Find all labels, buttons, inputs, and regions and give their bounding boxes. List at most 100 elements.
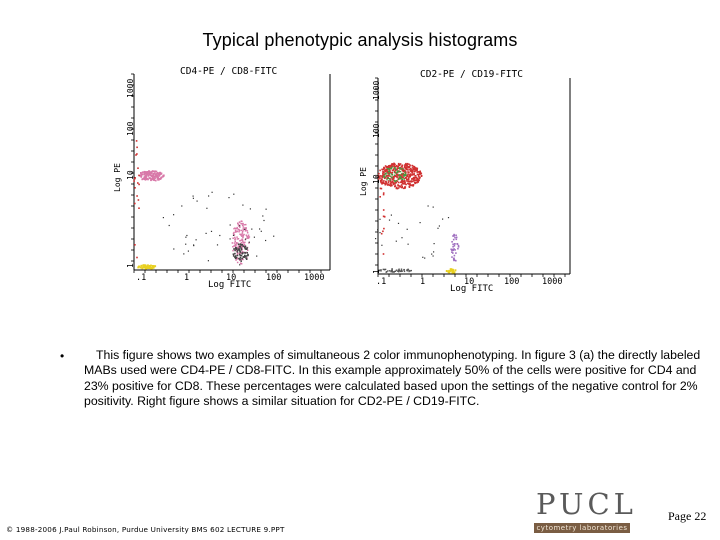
- event-dot: [237, 257, 239, 260]
- event-dot: [234, 240, 236, 242]
- event-dot: [397, 187, 400, 189]
- event-dot: [420, 175, 423, 177]
- event-dot: [401, 172, 403, 175]
- event-dot: [236, 230, 238, 233]
- event-dot: [237, 223, 240, 225]
- event-dot: [451, 251, 453, 253]
- event-dot: [243, 242, 245, 244]
- event-dot: [412, 165, 415, 168]
- event-dot: [237, 245, 240, 247]
- event-dot: [242, 245, 245, 247]
- event-dot: [389, 179, 391, 181]
- event-dot: [238, 229, 240, 231]
- event-dot: [233, 193, 235, 195]
- event-dot: [391, 169, 394, 172]
- event-dot: [386, 178, 388, 181]
- event-dot: [242, 230, 244, 233]
- event-dot: [244, 252, 246, 254]
- cluster-negative: [378, 268, 412, 273]
- y-tick-label: 1000: [126, 78, 135, 98]
- event-dot: [394, 167, 396, 169]
- event-dot: [144, 264, 147, 267]
- cluster-cd19-positive: [450, 233, 460, 262]
- event-dot: [419, 222, 421, 224]
- event-dot: [400, 176, 403, 179]
- event-dot: [389, 167, 391, 170]
- event-dot: [386, 171, 389, 173]
- event-dot: [397, 165, 400, 168]
- event-dot: [210, 230, 213, 232]
- event-dot: [151, 265, 154, 267]
- event-dot: [236, 236, 238, 238]
- event-dot: [244, 255, 246, 258]
- event-dot: [244, 254, 246, 257]
- event-dot: [388, 184, 391, 187]
- event-dot: [244, 248, 247, 250]
- event-dot: [381, 183, 383, 185]
- event-dot: [377, 174, 379, 177]
- event-dot: [139, 266, 142, 269]
- event-dot: [404, 169, 406, 172]
- event-dot: [431, 253, 433, 255]
- event-dot: [451, 249, 453, 252]
- event-dot: [246, 235, 248, 238]
- event-dot: [235, 259, 237, 261]
- event-dot: [229, 238, 231, 240]
- event-dot: [445, 270, 448, 272]
- event-dot: [410, 184, 413, 187]
- event-dot: [438, 225, 440, 227]
- event-dot: [400, 180, 403, 182]
- event-dot: [146, 177, 148, 180]
- event-dot: [241, 232, 244, 234]
- event-dot: [402, 176, 404, 179]
- event-dot: [211, 191, 213, 193]
- event-dot: [392, 176, 394, 178]
- event-dot: [409, 169, 412, 172]
- event-dot: [397, 270, 399, 272]
- event-dot: [238, 248, 240, 250]
- event-dot: [382, 193, 385, 196]
- event-dot: [245, 255, 248, 257]
- event-dot: [241, 233, 243, 235]
- event-dot: [405, 164, 408, 167]
- event-dot: [234, 230, 237, 232]
- event-dot: [401, 178, 403, 181]
- event-dot: [385, 182, 387, 184]
- event-dot: [453, 259, 456, 261]
- event-dot: [385, 169, 388, 172]
- event-dot: [403, 270, 406, 273]
- event-dot: [394, 183, 396, 185]
- event-dot: [146, 171, 149, 173]
- cluster-negative: [137, 264, 157, 270]
- event-dot: [399, 176, 401, 179]
- event-dot: [398, 170, 400, 172]
- event-dot: [146, 264, 149, 267]
- event-dot: [453, 233, 455, 236]
- event-dot: [390, 271, 392, 273]
- y-tick-label: 100: [126, 121, 135, 136]
- event-dot: [396, 169, 398, 171]
- event-dot: [388, 172, 390, 175]
- event-dot: [391, 177, 393, 179]
- event-dot: [242, 228, 244, 230]
- event-dot: [414, 181, 417, 184]
- event-dot: [239, 240, 241, 242]
- event-dot: [205, 232, 207, 234]
- event-dot: [242, 258, 244, 261]
- event-dot: [383, 173, 385, 176]
- event-dot: [246, 232, 249, 234]
- event-dot: [393, 164, 395, 167]
- event-dot: [393, 165, 395, 168]
- x-tick-label: 100: [266, 273, 282, 283]
- event-dot: [244, 245, 247, 248]
- event-dot: [397, 167, 399, 170]
- event-dot: [401, 182, 404, 185]
- event-dot: [388, 169, 391, 171]
- event-dot: [245, 257, 247, 259]
- event-dot: [154, 177, 156, 179]
- event-dot: [155, 175, 158, 178]
- event-dot: [244, 227, 246, 229]
- event-dot: [234, 227, 236, 229]
- event-dot: [419, 173, 421, 175]
- event-dot: [409, 180, 412, 183]
